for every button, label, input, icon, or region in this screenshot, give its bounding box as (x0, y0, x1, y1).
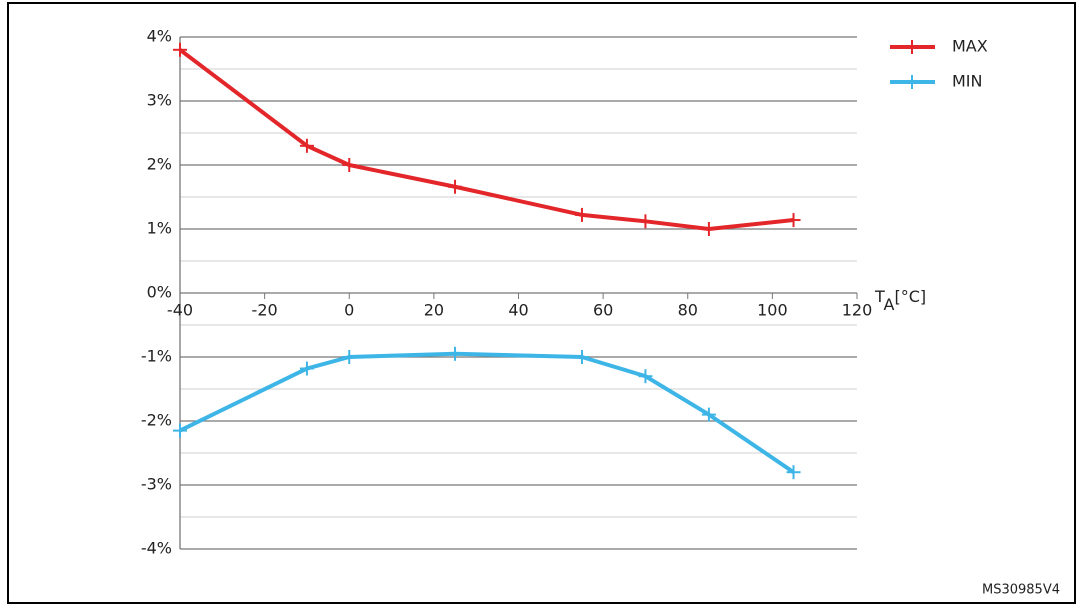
x-tick-label: 120 (842, 301, 873, 320)
x-tick-label: 40 (508, 301, 528, 320)
x-tick-label: 20 (424, 301, 444, 320)
point-marker (173, 42, 187, 57)
point-marker (786, 465, 801, 480)
figure-id: MS30985V4 (982, 583, 1060, 598)
legend-label: MIN (952, 72, 983, 91)
x-tick-label: 100 (757, 301, 788, 320)
x-tick-label: 80 (678, 301, 698, 320)
point-marker (342, 350, 357, 364)
x-tick-label: 0 (344, 301, 354, 320)
y-tick-label: 4% (147, 27, 172, 46)
point-marker (574, 350, 589, 364)
point-marker (701, 222, 716, 236)
point-marker (448, 346, 463, 361)
point-marker (574, 207, 589, 222)
x-axis-label: TA[°C] (874, 287, 926, 314)
point-marker (638, 369, 653, 384)
x-axis-label-subscript: A (884, 295, 895, 314)
y-tick-label: 0% (147, 283, 172, 302)
series-line (178, 48, 794, 231)
x-tick-label: -40 (167, 301, 193, 320)
point-marker (342, 158, 357, 172)
point-marker (299, 138, 314, 153)
point-marker (448, 179, 463, 194)
point-marker (299, 361, 314, 376)
point-marker (701, 407, 716, 422)
frame (7, 2, 1076, 604)
y-tick-label: 3% (147, 91, 172, 110)
legend-label: MAX (952, 37, 988, 56)
y-tick-label: 2% (147, 155, 172, 174)
x-tick-label: -20 (252, 301, 278, 320)
y-tick-label: 1% (147, 219, 172, 238)
series-line (179, 351, 795, 474)
y-tick-label: -3% (141, 475, 172, 494)
point-marker (173, 423, 187, 438)
y-tick-label: -1% (141, 347, 172, 366)
point-marker (786, 213, 801, 228)
y-tick-label: -4% (141, 539, 172, 558)
x-tick-label: 60 (593, 301, 613, 320)
y-tick-label: -2% (141, 411, 172, 430)
x-axis-label-unit: [°C] (894, 287, 926, 306)
x-axis-label-symbol: T (874, 287, 885, 306)
point-marker (638, 214, 653, 229)
